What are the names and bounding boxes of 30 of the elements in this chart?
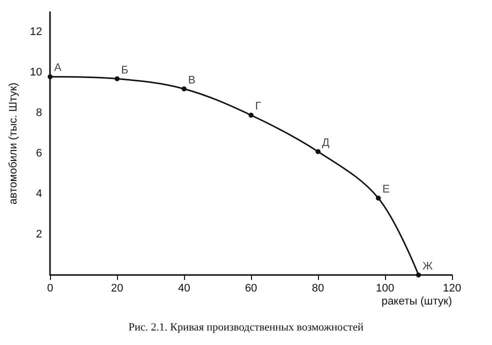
point bbox=[114, 76, 120, 82]
annotation: Г bbox=[255, 100, 262, 113]
annotation: Д bbox=[322, 137, 330, 150]
y-axis-title: автомобили (тыс. Штук) bbox=[8, 82, 20, 204]
annotation: Б bbox=[121, 64, 128, 76]
x-axis-title: ракеты (штук) bbox=[381, 296, 452, 308]
y-tick-label: 8 bbox=[36, 107, 42, 120]
annotation: Е bbox=[382, 184, 390, 196]
x-tick-label: 40 bbox=[178, 282, 190, 294]
y-tick-label: 4 bbox=[36, 188, 42, 200]
annotation: Ж bbox=[422, 260, 433, 272]
y-tick-label: 12 bbox=[30, 26, 42, 38]
point bbox=[182, 86, 187, 92]
point bbox=[248, 112, 254, 118]
x-tick-label: 0 bbox=[47, 282, 54, 294]
point bbox=[316, 149, 321, 154]
x-tick-label: 60 bbox=[244, 282, 258, 294]
x-tick-label: 120 bbox=[442, 282, 462, 294]
text: Рис. 2.1. Кривая производственных возможностей bbox=[128, 322, 364, 334]
y-tick-label: 10 bbox=[30, 66, 42, 79]
x-tick-label: 100 bbox=[376, 282, 394, 294]
annotation: А bbox=[54, 62, 62, 74]
x-tick-label: 20 bbox=[110, 282, 124, 294]
point bbox=[376, 196, 381, 201]
point bbox=[416, 272, 422, 278]
point bbox=[48, 74, 53, 80]
y-tick-label: 2 bbox=[36, 228, 42, 241]
y-tick-label: 6 bbox=[36, 148, 42, 160]
x-tick-label: 80 bbox=[312, 282, 324, 294]
annotation: В bbox=[188, 74, 196, 86]
